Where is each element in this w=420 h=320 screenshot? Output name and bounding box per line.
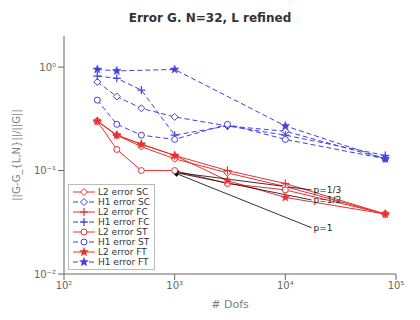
svg-text:10⁴: 10⁴ xyxy=(277,280,294,291)
svg-text:10⁻²: 10⁻² xyxy=(34,269,56,280)
html-text:L2 error FC: L2 error FC xyxy=(98,207,148,217)
svg-text:||G-G_{L,N}||/||G||: ||G-G_{L,N}||/||G|| xyxy=(11,109,23,201)
html-text:L2 error ST: L2 error ST xyxy=(98,227,148,237)
svg-text:p=1/2: p=1/2 xyxy=(314,195,342,205)
html-text:H1 error FT: H1 error FT xyxy=(98,257,149,267)
svg-text:# Dofs: # Dofs xyxy=(211,298,249,311)
svg-text:10³: 10³ xyxy=(166,280,183,291)
html-text:L2 error FT: L2 error FT xyxy=(98,247,147,257)
svg-text:p=1: p=1 xyxy=(314,223,333,233)
svg-text:p=1/3: p=1/3 xyxy=(314,185,342,195)
svg-text:10²: 10² xyxy=(56,280,73,291)
html-text:L2 error SC: L2 error SC xyxy=(98,187,149,197)
svg-text:10⁰: 10⁰ xyxy=(39,62,56,73)
svg-text:10⁵: 10⁵ xyxy=(388,280,405,291)
html-text:H1 error FC: H1 error FC xyxy=(98,217,150,227)
html-text:Error G. N=32, L refined: Error G. N=32, L refined xyxy=(128,11,292,25)
svg-text:10⁻¹: 10⁻¹ xyxy=(34,165,56,176)
html-text:H1 error ST: H1 error ST xyxy=(98,237,150,247)
html-text:H1 error SC: H1 error SC xyxy=(98,197,150,207)
